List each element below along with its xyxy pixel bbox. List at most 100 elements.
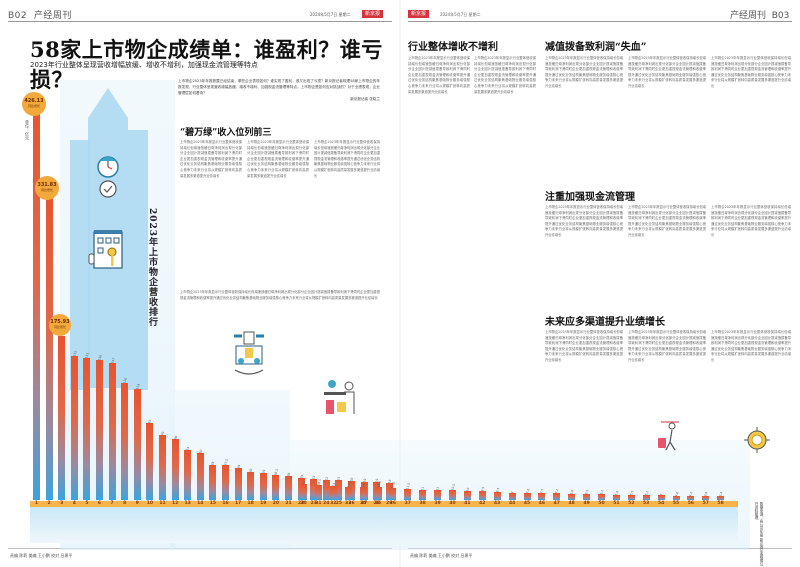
bar [344, 486, 352, 500]
rank-number: 26 [348, 501, 355, 506]
rank-number: 2 [47, 501, 51, 506]
bar [196, 453, 204, 500]
rank-number: 47 [553, 501, 560, 506]
bar [209, 464, 217, 500]
rank-number: 24 [323, 501, 330, 506]
article-column: 上市物企2023年年报显示行业整体营收保持增长但增速放缓归母净利润出现分化部分企… [628, 205, 706, 237]
article-column: 上市物企2023年年报显示行业整体营收保持增长但增速放缓归母净利润出现分化部分企… [628, 330, 706, 362]
article-column: 上市物企2023年年报显示行业整体营收保持增长但增速放缓归母净利润出现分化部分企… [545, 330, 623, 362]
bar [598, 494, 605, 500]
rank-number: 51 [613, 501, 620, 506]
rank-number: 6 [97, 501, 102, 506]
bar [478, 491, 486, 500]
highlight-bubble-rank-2: 331.83 同比增长 [35, 176, 59, 200]
highlight-bubble-rank-3: 175.93 同比增长 [49, 314, 71, 336]
rank-number: 20 [272, 501, 280, 506]
bar [449, 490, 456, 500]
rank-number: 7 [110, 501, 114, 506]
building-illustration [128, 130, 148, 390]
rank-number: 4 [72, 501, 76, 506]
bar [538, 493, 546, 500]
bar [184, 449, 192, 500]
section-title-future: 未来应多渠道提升业绩增长 [545, 317, 665, 328]
rank-number: 28 [373, 501, 380, 506]
bar [642, 495, 650, 500]
reception-desk-icon [324, 380, 355, 414]
bar [702, 496, 710, 500]
bar [687, 496, 695, 500]
rank-number: 32 [330, 501, 337, 506]
article-column: 上市物企2023年年报显示行业整体营收保持增长但增速放缓归母净利润出现分化部分企… [314, 140, 380, 178]
rank-number: 5 [85, 501, 89, 506]
article-column: 上市物企2023年年报显示行业整体营收保持增长但增速放缓归母净利润出现分化部分企… [180, 290, 380, 300]
bar [58, 336, 66, 500]
bar-value-label: 66 [172, 434, 178, 440]
bar [222, 465, 229, 500]
rank-number: 13 [184, 501, 191, 506]
rank-number: 17 [234, 501, 242, 506]
bar [359, 486, 367, 500]
rank-number: 35 [374, 501, 382, 506]
virus-coin-icon [744, 427, 770, 453]
rank-number: 12 [171, 501, 179, 506]
unit-label: 单位：亿元 [25, 120, 30, 140]
rank-number: 55 [672, 501, 680, 506]
article-column: 上市物企2023年年报显示行业整体营收保持增长但增速放缓归母净利润出现分化部分企… [180, 140, 242, 178]
bar [121, 382, 129, 500]
bar [70, 355, 78, 500]
bar [96, 360, 103, 500]
article-column: 上市物企2023年年报显示行业整体营收保持增长但增速放缓归母净利润出现分化部分企… [408, 56, 470, 94]
bar [33, 103, 40, 500]
rank-number: 46 [538, 501, 546, 506]
bar [108, 363, 116, 500]
bar-value-label: 8 [509, 490, 515, 494]
section-title-revenue: 行业整体增收不增利 [408, 42, 498, 53]
rank-number: 36 [389, 501, 397, 506]
bar [272, 475, 280, 500]
bar [83, 357, 91, 500]
rank-number: 34 [359, 501, 367, 506]
bar [389, 488, 397, 500]
bar [583, 493, 591, 500]
highlight-bubble-rank-1: 426.13 同比增长 [22, 92, 46, 116]
bar [523, 492, 531, 500]
bar-value-label: 22 [323, 475, 329, 481]
rank-number: 19 [260, 501, 267, 506]
rank-number: 52 [628, 501, 635, 506]
rank-number: 40 [449, 501, 456, 506]
bar [285, 475, 292, 500]
issue-date: 2024年5月7日 星期二 [440, 12, 481, 17]
rank-number: 48 [568, 501, 575, 506]
bar [329, 486, 337, 500]
article-column: 上市物企2023年年报显示行业整体营收保持增长但增速放缓归母净利润出现分化部分企… [545, 56, 623, 88]
rank-number: 31 [315, 501, 322, 506]
bar [672, 495, 680, 500]
rank-strip [296, 501, 738, 507]
bar [657, 495, 665, 500]
bar [404, 489, 412, 500]
bar [322, 479, 330, 500]
article-column: 上市物企2023年年报显示行业整体营收保持增长但增速放缓归母净利润出现分化部分企… [247, 140, 309, 178]
rank-number: 27 [360, 501, 368, 506]
rank-number: 43 [494, 501, 501, 506]
rank-number: 54 [657, 501, 665, 506]
bar [463, 490, 471, 500]
bar-value-label: 10 [465, 486, 471, 492]
data-source-note: 数据来源：各公司年报 新京报记者根据公开资料整理 [755, 502, 764, 567]
page-subhead: 2023年行业整体呈现营收增幅放缓、增收不增利，加强现金流管理等特点 [30, 61, 258, 69]
rank-strip [30, 501, 398, 507]
bar [133, 389, 141, 500]
bar [493, 492, 501, 500]
rank-number: 30 [300, 501, 307, 506]
page-headline: 58家上市物企成绩单：谁盈利？谁亏损？ [30, 37, 383, 92]
rank-number: 44 [508, 501, 516, 506]
bar [374, 487, 382, 500]
rank-number: 39 [434, 501, 441, 506]
masthead-badge: 新京报 [408, 10, 430, 18]
bar [259, 473, 267, 500]
bar [247, 472, 255, 500]
article-column: 上市物企2023年年报显示行业整体营收保持增长但增速放缓归母净利润出现分化部分企… [474, 56, 536, 94]
rank-number: 14 [197, 501, 204, 506]
bar [612, 494, 620, 500]
section-title-impairment: 减值拨备致利润“失血” [545, 42, 647, 53]
